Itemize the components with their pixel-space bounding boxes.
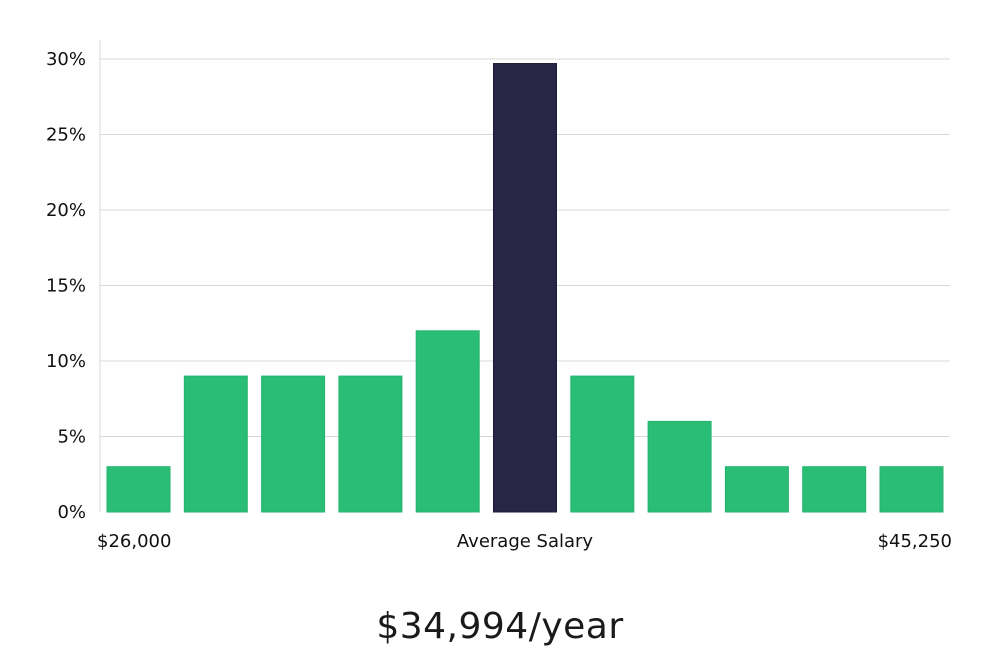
bar-average-salary — [493, 63, 557, 513]
y-tick-label-0: 0% — [57, 502, 86, 523]
y-tick-label-30: 30% — [46, 49, 86, 70]
bar-2 — [261, 375, 326, 513]
average-salary-summary: $34,994/year — [376, 606, 624, 647]
x-label-min-salary: $26,000 — [97, 531, 171, 552]
bar-7 — [647, 420, 712, 513]
bar-8 — [724, 466, 789, 513]
x-label-max-salary: $45,250 — [878, 531, 952, 552]
bars — [106, 63, 944, 513]
bar-4 — [415, 330, 480, 513]
y-tick-label-25: 25% — [46, 125, 86, 146]
bar-6 — [570, 375, 635, 513]
y-tick-label-20: 20% — [46, 200, 86, 221]
bar-10 — [879, 466, 944, 513]
y-tick-label-5: 5% — [57, 427, 86, 448]
x-label-average-salary: Average Salary — [457, 531, 594, 552]
bar-3 — [338, 375, 403, 513]
y-tick-label-10: 10% — [46, 351, 86, 372]
bar-1 — [183, 375, 248, 513]
y-tick-label-15: 15% — [46, 276, 86, 297]
bar-9 — [802, 466, 867, 513]
y-axis-tick-labels: 0% 5% 10% 15% 20% 25% 30% — [46, 49, 86, 523]
bar-0 — [106, 466, 171, 513]
